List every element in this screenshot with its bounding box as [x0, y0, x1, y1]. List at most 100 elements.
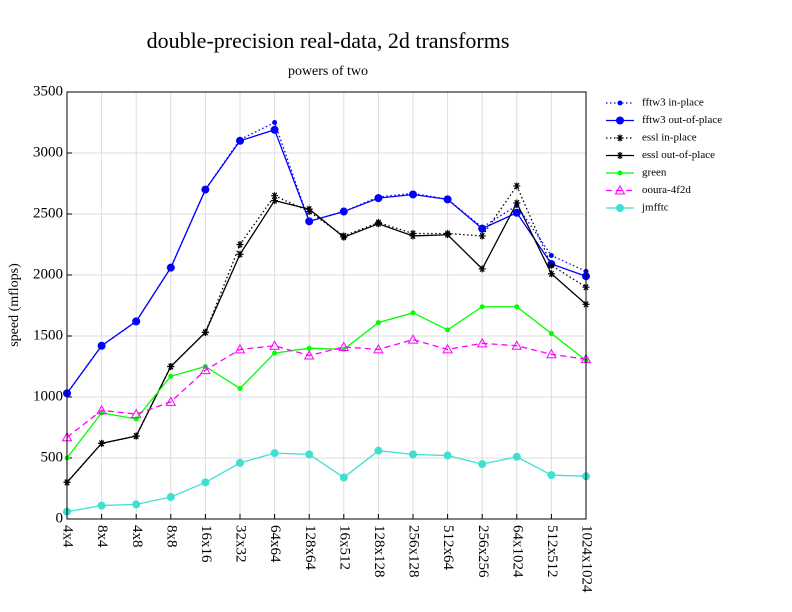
marker [272, 120, 278, 125]
x-tick-label: 16x16 [198, 525, 214, 563]
marker [166, 493, 175, 502]
marker [479, 304, 485, 310]
marker [270, 449, 279, 458]
marker [410, 310, 416, 316]
marker [511, 340, 523, 350]
marker [271, 197, 279, 205]
grid: 0 500 1000 1500 2000 2500 3000 3500 4x4 8x4 4x8 8x8… [33, 83, 595, 593]
marker [409, 232, 417, 240]
marker [201, 185, 210, 194]
x-tick-label: 1024x1024 [579, 525, 595, 593]
chart-title: double-precision real-data, 2d transform… [147, 28, 510, 53]
x-tick-label: 32x32 [233, 525, 249, 563]
marker [374, 194, 383, 203]
marker [548, 252, 554, 258]
marker [236, 241, 244, 248]
marker [339, 207, 348, 216]
marker [617, 100, 623, 106]
marker [236, 136, 244, 145]
marker [478, 265, 486, 273]
marker [444, 231, 452, 239]
marker [443, 195, 452, 204]
marker [201, 328, 209, 336]
marker [270, 125, 279, 134]
marker [375, 320, 381, 326]
plot [61, 120, 592, 516]
marker [272, 350, 278, 356]
marker [614, 184, 626, 195]
x-tick-label: 512x64 [440, 525, 456, 571]
marker [132, 432, 140, 440]
legend: fftw3 in-place fftw3 out-of-place essl in-… [606, 97, 722, 214]
x-tick-label: 64x64 [267, 525, 283, 563]
marker [445, 327, 451, 333]
marker [167, 363, 175, 370]
marker [478, 224, 487, 233]
marker [166, 263, 175, 272]
marker [616, 134, 624, 142]
marker [409, 450, 417, 459]
y-tick-label: 2000 [33, 266, 63, 282]
marker [512, 452, 521, 461]
marker [303, 350, 315, 360]
x-tick-label: 64x1024 [509, 525, 525, 578]
marker [234, 343, 246, 354]
marker [96, 404, 107, 415]
y-axis-label: speed (mflops) [7, 263, 22, 347]
marker [616, 204, 624, 212]
marker [271, 192, 279, 200]
marker [373, 343, 384, 354]
marker [201, 478, 210, 487]
marker [547, 471, 556, 480]
marker [338, 341, 350, 351]
legend-label: essl in-place [642, 132, 697, 144]
marker [237, 385, 243, 391]
x-tick-label: 256x128 [406, 525, 422, 578]
marker [513, 182, 521, 190]
marker [269, 340, 280, 350]
y-tick-label: 1000 [33, 388, 63, 404]
y-tick-label: 3000 [33, 144, 63, 160]
chart-subtitle: powers of two [288, 64, 368, 79]
marker [305, 450, 314, 459]
legend-label: jmfftc [641, 202, 669, 214]
series-line [66, 306, 587, 459]
marker [97, 501, 106, 510]
legend-label: fftw3 in-place [642, 97, 704, 109]
marker [236, 458, 244, 467]
marker [305, 205, 313, 213]
x-tick-label: 512x512 [544, 525, 560, 578]
marker [97, 341, 106, 350]
marker [132, 500, 141, 509]
marker [478, 232, 486, 240]
series-line [66, 129, 587, 394]
x-tick-label: 128x128 [371, 525, 387, 578]
y-tick-label: 1500 [33, 327, 63, 343]
marker [130, 408, 142, 419]
legend-label: green [642, 167, 667, 179]
marker [306, 345, 312, 351]
marker [548, 331, 554, 337]
marker [132, 317, 141, 326]
marker [165, 396, 177, 406]
marker [547, 270, 555, 278]
series-line [66, 199, 587, 483]
marker [339, 473, 348, 482]
marker [409, 190, 417, 199]
x-tick-label: 128x64 [302, 525, 318, 571]
marker [443, 451, 452, 460]
marker [546, 348, 557, 359]
marker [547, 261, 555, 269]
legend-label: essl out-of-place [642, 149, 715, 161]
marker [374, 446, 383, 455]
marker [616, 152, 624, 159]
y-tick-label: 3500 [33, 83, 63, 99]
x-tick-label: 8x4 [94, 525, 110, 548]
marker [98, 439, 106, 447]
legend-label: fftw3 out-of-place [642, 114, 722, 126]
marker [513, 199, 521, 207]
marker [374, 220, 382, 228]
marker [305, 217, 314, 226]
marker [514, 304, 520, 310]
marker [168, 373, 174, 379]
